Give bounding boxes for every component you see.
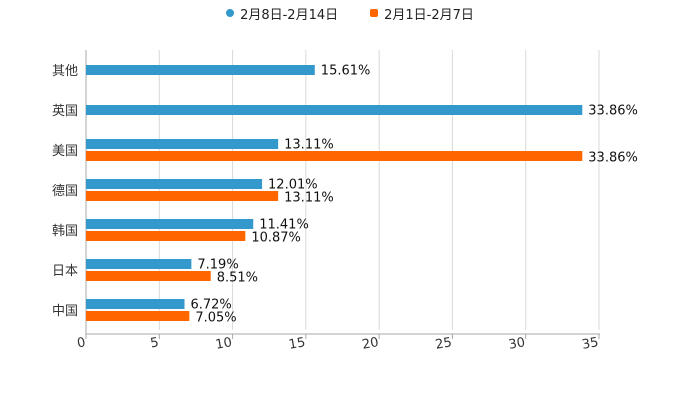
bar-series-1 (86, 299, 185, 309)
data-label-series-1: 13.11% (284, 138, 334, 153)
bar-series-2 (86, 311, 190, 321)
bar-series-1 (86, 105, 583, 115)
legend-label-series-2: 2月1日-2月7日 (384, 7, 474, 23)
y-category-label: 德国 (52, 184, 78, 199)
data-label-series-2: 7.05% (195, 311, 236, 326)
bar-series-1 (86, 259, 192, 269)
bar-series-1 (86, 139, 279, 149)
x-tick-label: 35 (581, 335, 600, 353)
data-label-series-2: 13.11% (284, 191, 334, 206)
bar-series-1 (86, 65, 315, 75)
bar-series-1 (86, 179, 263, 189)
x-tick-label: 20 (361, 335, 380, 353)
legend-label-series-1: 2月8日-2月14日 (240, 7, 339, 23)
data-label-series-1: 11.41% (259, 218, 309, 233)
x-tick-label: 10 (214, 335, 233, 353)
data-label-series-2: 33.86% (588, 151, 638, 166)
legend-item-series-2[interactable]: 2月1日-2月7日 (370, 5, 474, 23)
x-tick-label: 0 (76, 335, 87, 351)
chart-legend: 2月8日-2月14日 2月1日-2月7日 (0, 5, 700, 23)
y-category-label: 韩国 (52, 224, 78, 239)
data-label-series-2: 8.51% (217, 271, 258, 286)
y-category-label: 其他 (52, 64, 78, 79)
x-tick-label: 5 (149, 335, 160, 351)
bar-series-2 (86, 231, 246, 241)
data-label-series-1: 7.19% (197, 258, 238, 273)
bar-series-2 (86, 271, 211, 281)
data-label-series-1: 33.86% (588, 104, 638, 119)
y-category-label: 英国 (52, 104, 78, 119)
bar-series-2 (86, 151, 583, 161)
x-tick-label: 15 (288, 335, 307, 353)
data-label-series-1: 15.61% (321, 64, 371, 79)
bar-series-2 (86, 191, 279, 201)
y-category-label: 中国 (52, 304, 78, 319)
x-tick-label: 30 (508, 335, 527, 353)
y-category-label: 美国 (52, 144, 78, 159)
bar-series-1 (86, 219, 254, 229)
y-category-label: 日本 (52, 264, 78, 279)
data-label-series-1: 6.72% (190, 298, 231, 313)
legend-item-series-1[interactable]: 2月8日-2月14日 (226, 5, 339, 23)
data-label-series-2: 10.87% (251, 231, 301, 246)
x-tick-label: 25 (434, 335, 453, 353)
data-label-series-1: 12.01% (268, 178, 318, 193)
legend-swatch-series-1 (226, 9, 235, 17)
legend-swatch-series-2 (370, 9, 379, 17)
